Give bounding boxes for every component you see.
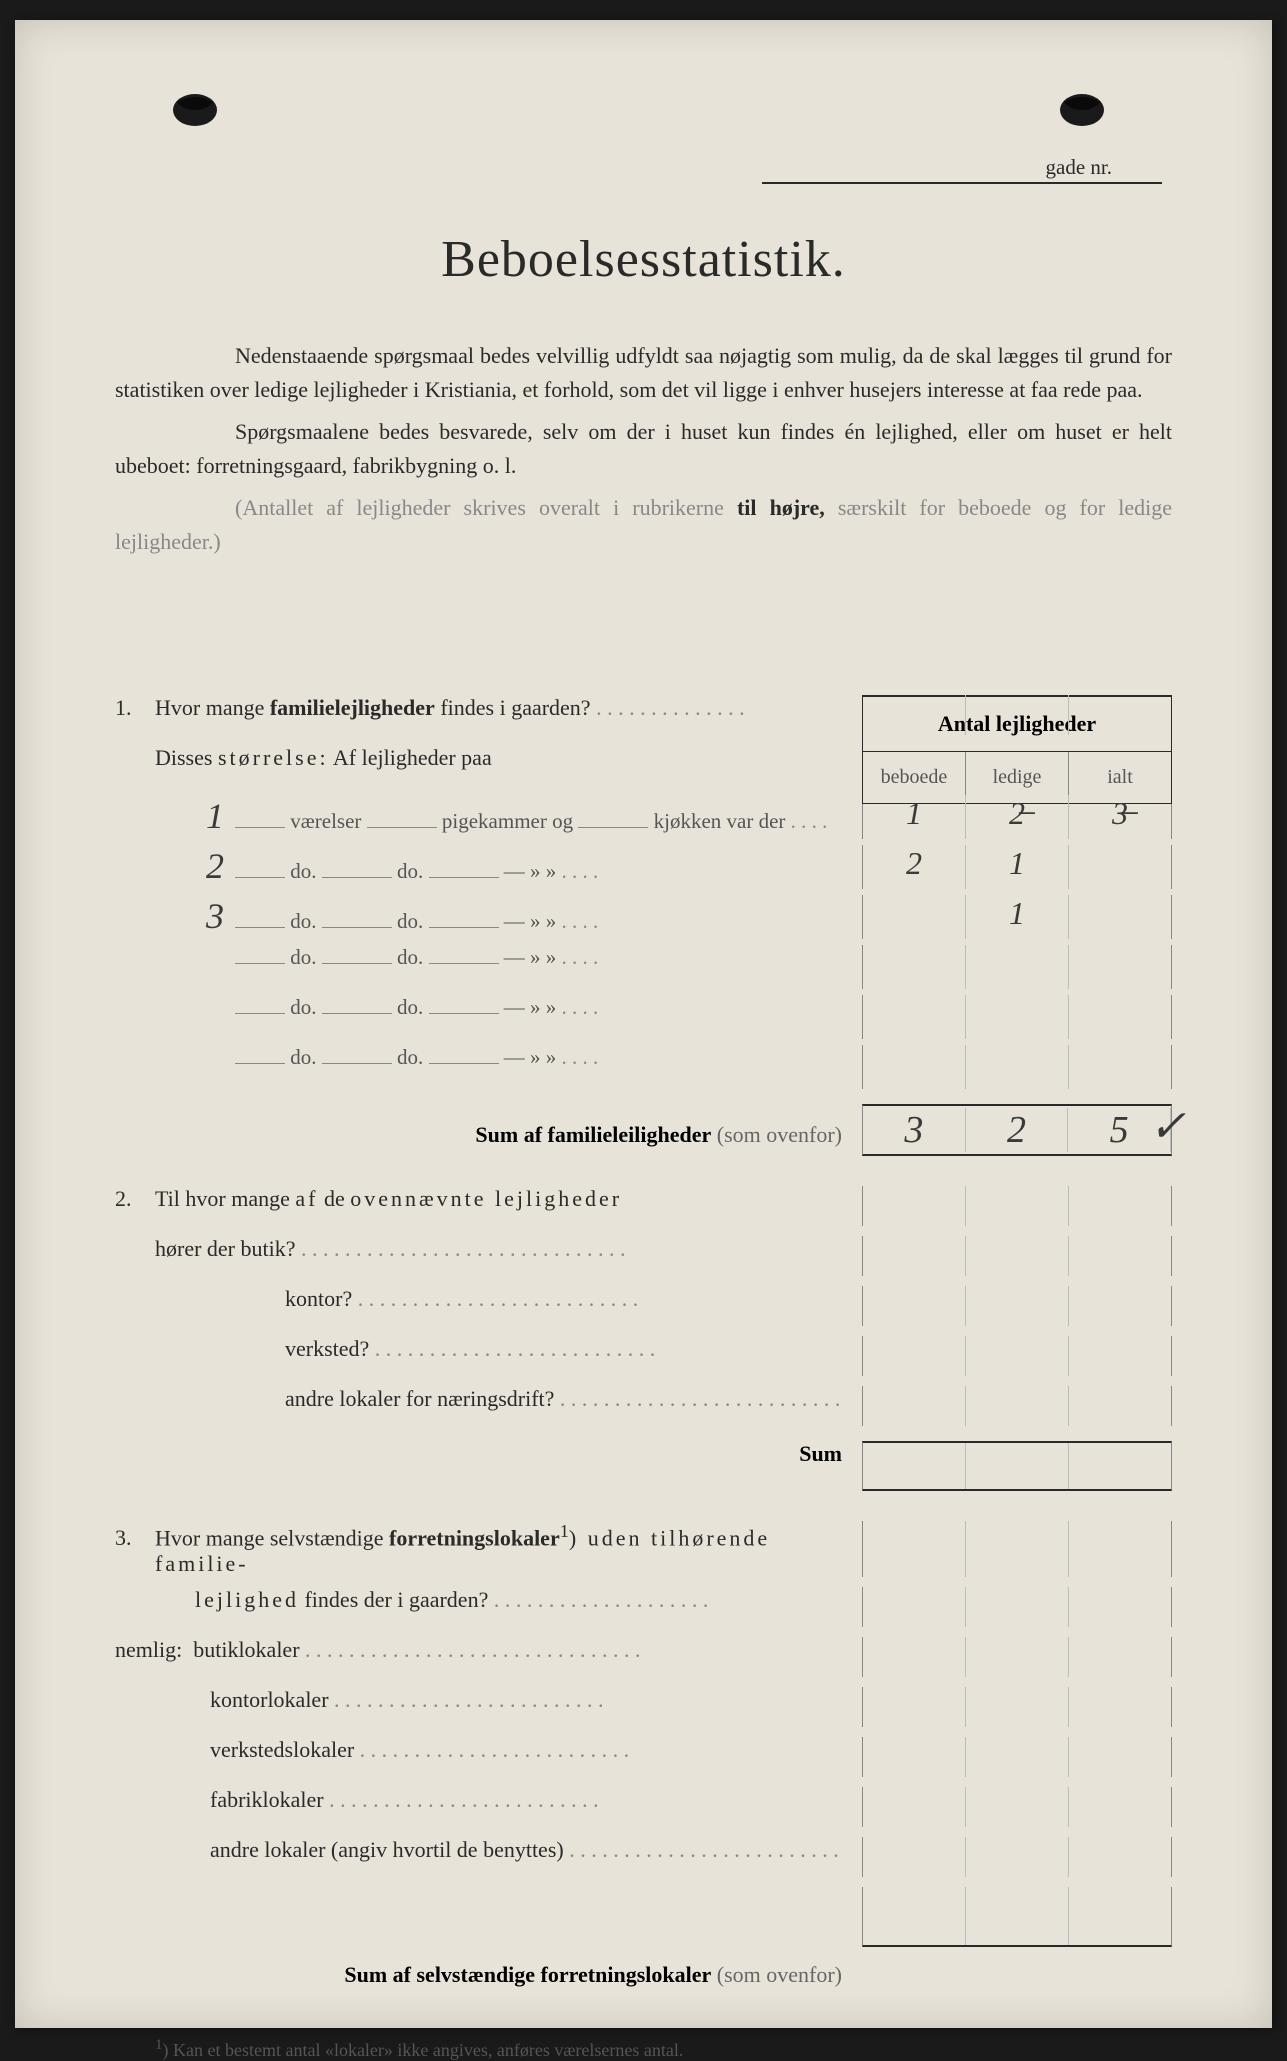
content-area: Antal lejligheder beboede ledige ialt 1.… [115, 695, 1172, 2061]
q2-sub-row: verksted? . . . . . . . . . . . . . . . … [115, 1336, 1172, 1376]
q3-sum-cells [862, 1962, 1172, 2012]
cell-ialt [1069, 945, 1171, 989]
cell-ialt: 3̶ [1069, 795, 1171, 839]
q3-num: 3. [115, 1525, 155, 1551]
document-page: gade nr. Beboelsesstatistik. Nedenstaaen… [15, 20, 1272, 2028]
q1-size-row: 2 do. do. — » » . . . . 2 1 [115, 845, 1172, 889]
q3-sum-label: Sum af selvstændige forretningslokaler (… [115, 1962, 862, 1988]
handwritten-value: 1 [195, 795, 235, 837]
cell-ialt [1069, 1045, 1171, 1089]
q1-sum-row: Sum af familieleiligheder (som ovenfor) … [115, 1104, 1172, 1156]
q1-num: 1. [115, 695, 155, 721]
q1-sum-label: Sum af familieleiligheder (som ovenfor) [115, 1122, 862, 1148]
intro-p1: Nedenstaaende spørgsmaal bedes velvillig… [115, 339, 1172, 407]
q1-sum-beboede: 3 [863, 1108, 966, 1152]
gade-nr-field: gade nr. [762, 155, 1162, 184]
cell-beboede [863, 1045, 966, 1089]
q2-row-text: kontor? . . . . . . . . . . . . . . . . … [155, 1286, 862, 1312]
cell-beboede [863, 895, 966, 939]
cell-ledige [966, 1045, 1069, 1089]
q3-sub-row: andre lokaler (angiv hvortil de benyttes… [115, 1837, 1172, 1877]
q3-row-text: kontorlokaler . . . . . . . . . . . . . … [115, 1687, 862, 1713]
q1-sum-cells: 3 2 5 ✓ [862, 1104, 1172, 1156]
question-3: 3. Hvor mange selvstændige forretningslo… [115, 1521, 1172, 2012]
cell-ledige: 2̶ [966, 795, 1069, 839]
cell-ialt [1069, 995, 1171, 1039]
q1-cells [862, 695, 1172, 735]
q1-sub-label: Disses størrelse: Af lejligheder paa [155, 745, 862, 771]
q2-row-text: verksted? . . . . . . . . . . . . . . . … [155, 1336, 862, 1362]
form-row-text: do. do. — » » . . . . [235, 945, 862, 970]
form-row-text: værelser pigekammer og kjøkken var der .… [235, 809, 862, 834]
q1-size-row: 1 værelser pigekammer og kjøkken var der… [115, 795, 1172, 839]
q3-row-text: andre lokaler (angiv hvortil de benyttes… [115, 1837, 862, 1863]
intro-p3: (Antallet af lejligheder skrives overalt… [115, 491, 1172, 559]
q2-line2: hører der butik? . . . . . . . . . . . .… [155, 1236, 862, 1262]
q1-size-row: 3 do. do. — » » . . . . 1 [115, 895, 1172, 939]
q1-size-row: do. do. — » » . . . . [115, 1045, 1172, 1089]
footnote: 1) Kan et bestemt antal «lokaler» ikke a… [155, 2037, 1172, 2061]
form-row-text: do. do. — » » . . . . [235, 909, 862, 934]
q1-size-row: do. do. — » » . . . . [115, 945, 1172, 989]
q1-sum-ledige: 2 [966, 1108, 1069, 1152]
q1-row-cells [862, 995, 1172, 1039]
gade-label: gade nr. [1046, 155, 1112, 179]
q2-sum-cells [862, 1441, 1172, 1491]
q3-sub-row: fabriklokaler . . . . . . . . . . . . . … [115, 1787, 1172, 1827]
cell-ledige: 1 [966, 845, 1069, 889]
q1-text: Hvor mange familielejligheder findes i g… [155, 695, 862, 721]
q1-row-cells: 2 1 [862, 845, 1172, 889]
q3-sum-row: Sum af selvstændige forretningslokaler (… [115, 1962, 1172, 2012]
cell-beboede [863, 945, 966, 989]
handwritten-value: 2 [195, 845, 235, 887]
q3-nemlig: nemlig: butiklokaler . . . . . . . . . .… [115, 1637, 862, 1663]
question-1: 1. Hvor mange familielejligheder findes … [115, 695, 1172, 1156]
punch-hole-left [165, 90, 225, 130]
punch-hole-right [1052, 90, 1112, 130]
q3-row-text: fabriklokaler . . . . . . . . . . . . . … [115, 1787, 862, 1813]
q2-sum-row: Sum [115, 1441, 1172, 1491]
q3-line2: lejlighed findes der i gaarden? . . . . … [155, 1587, 862, 1613]
form-row-text: do. do. — » » . . . . [235, 1045, 862, 1070]
q3-row-text: verkstedslokaler . . . . . . . . . . . .… [115, 1737, 862, 1763]
q3-sub-row: verkstedslokaler . . . . . . . . . . . .… [115, 1737, 1172, 1777]
q2-sum-label: Sum [115, 1441, 862, 1467]
q1-row-cells [862, 945, 1172, 989]
cell-ialt [1069, 845, 1171, 889]
q2-line1: Til hvor mange af de ovennævnte lejlighe… [155, 1186, 862, 1212]
q2-row-text: andre lokaler for næringsdrift? . . . . … [155, 1386, 862, 1412]
cell-ialt [1069, 895, 1171, 939]
q1-row-cells [862, 1045, 1172, 1089]
form-row-text: do. do. — » » . . . . [235, 995, 862, 1020]
q3-sub-row: kontorlokaler . . . . . . . . . . . . . … [115, 1687, 1172, 1727]
cell-beboede: 2 [863, 845, 966, 889]
question-2: 2. Til hvor mange af de ovennævnte lejli… [115, 1186, 1172, 1491]
intro-p2: Spørgsmaalene bedes besvarede, selv om d… [115, 415, 1172, 483]
q1-row-cells: 1 [862, 895, 1172, 939]
q2-num: 2. [115, 1186, 155, 1212]
cell-ledige: 1 [966, 895, 1069, 939]
q1-size-row: do. do. — » » . . . . [115, 995, 1172, 1039]
q2-sub-row: kontor? . . . . . . . . . . . . . . . . … [115, 1286, 1172, 1326]
q3-line1: Hvor mange selvstændige forretningslokal… [155, 1521, 862, 1577]
q1-row-cells: 1 2̶ 3̶ [862, 795, 1172, 839]
form-row-text: do. do. — » » . . . . [235, 859, 862, 884]
page-title: Beboelsesstatistik. [115, 230, 1172, 289]
cell-beboede: 1 [863, 795, 966, 839]
handwritten-value: 3 [195, 895, 235, 937]
cell-ledige [966, 995, 1069, 1039]
q2-sub-row: andre lokaler for næringsdrift? . . . . … [115, 1386, 1172, 1426]
checkmark: ✓ [1149, 1101, 1186, 1152]
cell-beboede [863, 995, 966, 1039]
cell-ledige [966, 945, 1069, 989]
